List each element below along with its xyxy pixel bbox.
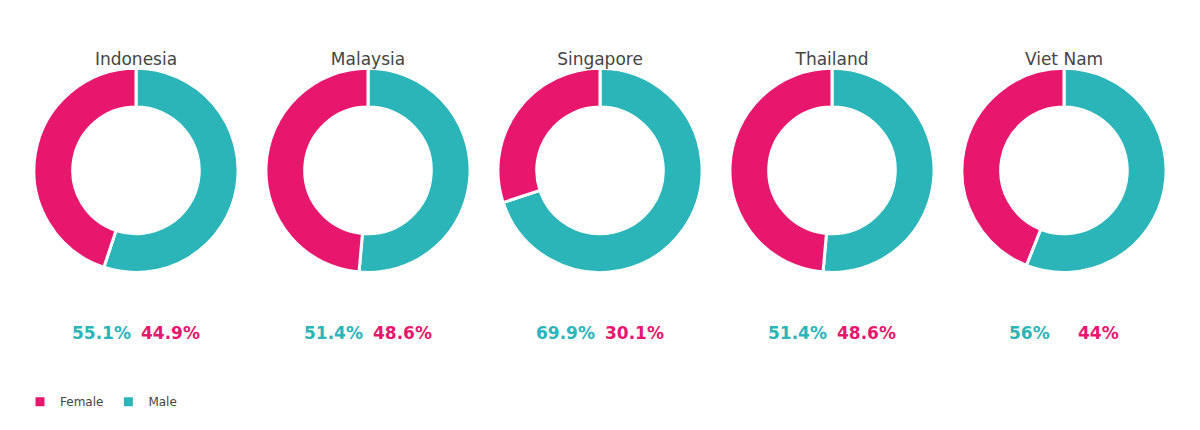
svg-text:30.1%: 30.1% [605,323,664,343]
svg-text:Indonesia: Indonesia [95,49,177,69]
svg-text:69.9%: 69.9% [536,323,595,343]
svg-text:51.4%: 51.4% [768,323,827,343]
svg-text:51.4%: 51.4% [304,323,363,343]
svg-text:56%: 56% [1009,323,1050,343]
svg-text:48.6%: 48.6% [837,323,896,343]
svg-text:Singapore: Singapore [557,49,643,69]
svg-text:Malaysia: Malaysia [331,49,405,69]
svg-text:Female: Female [60,395,103,409]
svg-text:44%: 44% [1078,323,1119,343]
svg-text:Thailand: Thailand [794,49,868,69]
svg-text:48.6%: 48.6% [373,323,432,343]
svg-text:Viet Nam: Viet Nam [1025,49,1103,69]
svg-text:55.1%: 55.1% [72,323,131,343]
svg-text:44.9%: 44.9% [141,323,200,343]
svg-text:Male: Male [148,395,176,409]
